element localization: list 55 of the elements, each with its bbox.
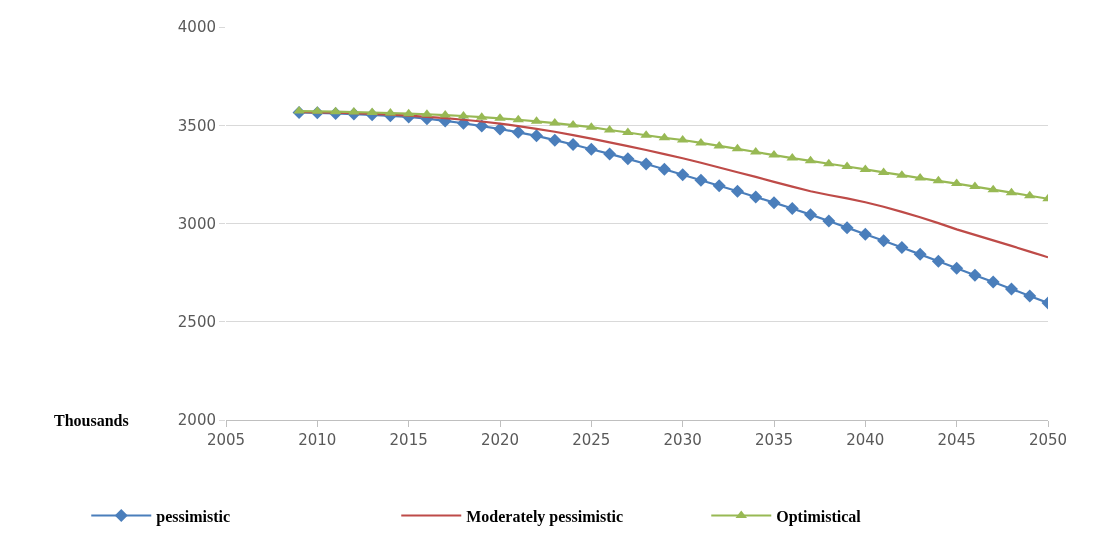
x-tick-label: 2020 [480,431,520,449]
x-tick-label: 2040 [846,431,885,449]
point [913,247,927,261]
y-axis-title: Thousands [54,412,129,429]
x-tick-label: 2015 [389,431,428,449]
y-tick-label: 3500 [177,116,216,135]
x-tick-label: 2050 [1028,431,1068,449]
point [603,147,617,161]
point [822,214,836,228]
point [530,129,544,143]
x-tick-label: 2025 [572,431,611,449]
x-tick-label: 2005 [206,431,246,449]
point [1023,289,1037,303]
x-tick-label: 2010 [298,431,337,449]
point [730,184,744,198]
legend-label: pessimistic [156,507,231,526]
point [785,202,799,216]
point [986,275,1000,289]
y-tick-label: 4000 [177,18,216,37]
point [749,190,763,204]
point [969,181,981,190]
x-tick-label: 2035 [754,431,794,449]
point [767,196,781,210]
point [584,142,598,156]
point [823,158,835,167]
point [657,162,671,176]
point [1004,282,1018,296]
x-tick-label: 2030 [663,431,702,449]
point [877,234,891,248]
point [987,184,999,193]
point [713,140,725,149]
point [511,125,525,139]
point [493,122,507,136]
point [841,161,853,170]
point [712,179,726,193]
legend-label: Optimistical [776,507,862,526]
point [622,127,634,136]
y-tick-label: 3000 [177,214,216,233]
point [858,227,872,241]
point [676,168,690,182]
point [968,268,982,282]
point [621,152,635,166]
y-tick-label: 2000 [177,411,216,430]
point [950,261,964,275]
point [895,240,909,254]
point [840,221,854,235]
point [548,133,562,147]
legend-label: Moderately pessimistic [466,507,624,526]
point [804,208,818,222]
point [639,157,653,171]
y-tick-label: 2500 [177,313,216,331]
point [694,173,708,187]
x-tick-label: 2045 [937,431,976,449]
point [566,138,580,152]
point [931,254,945,268]
